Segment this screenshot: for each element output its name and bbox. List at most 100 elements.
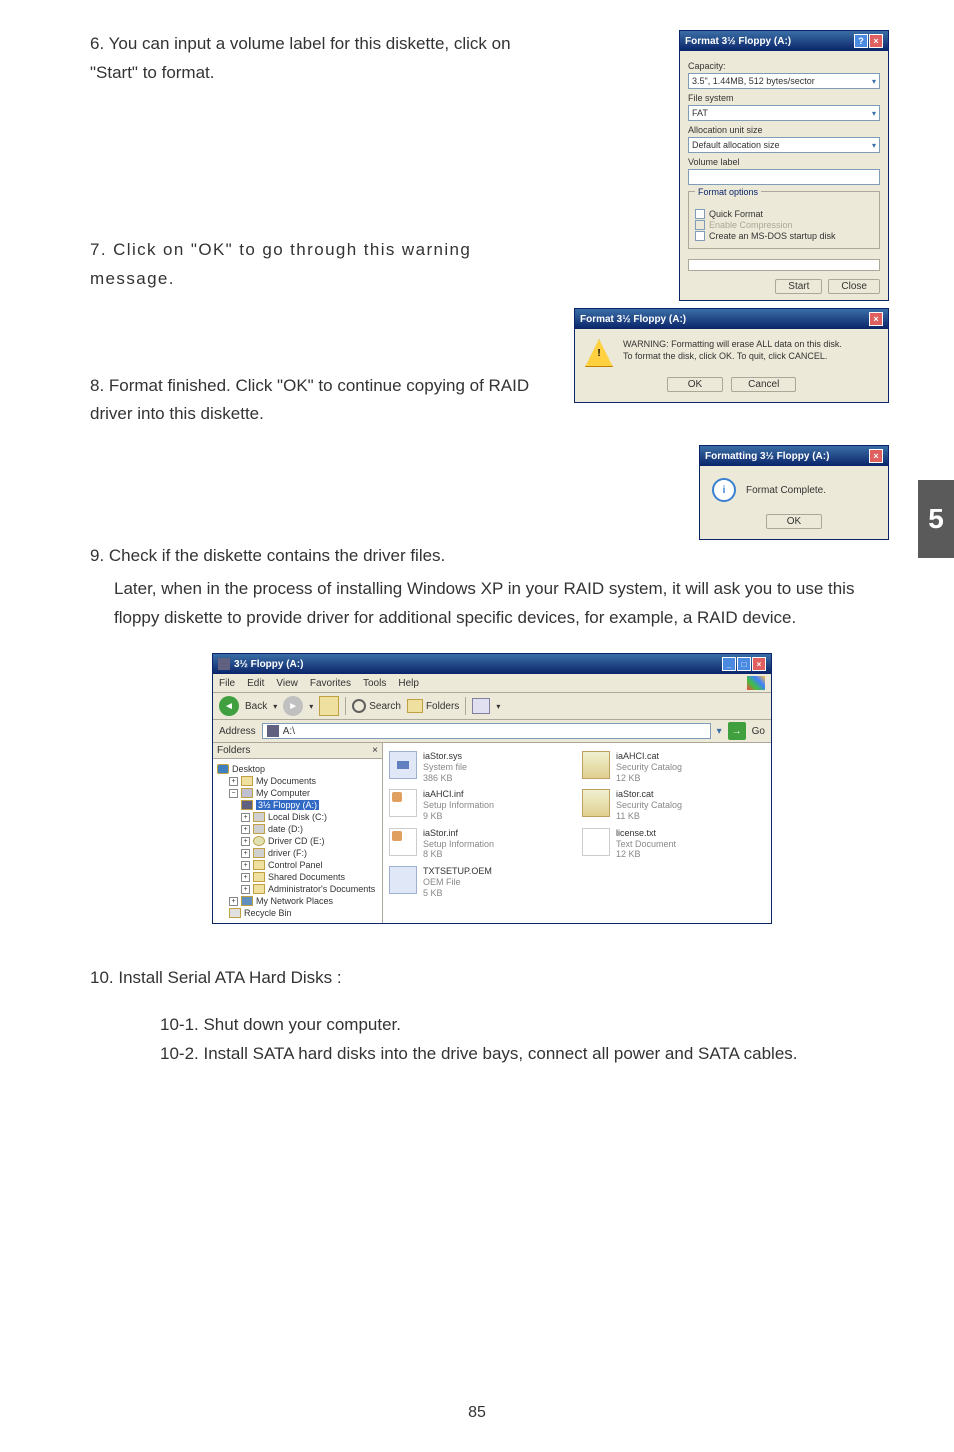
tree-header-label: Folders (217, 745, 250, 756)
file-item[interactable]: iaAHCI.inf Setup Information 9 KB (389, 789, 572, 821)
filesystem-combo[interactable]: FAT ▾ (688, 105, 880, 121)
views-button[interactable] (472, 698, 490, 714)
forward-button[interactable]: ► (283, 696, 303, 716)
complete-title-bar[interactable]: Formatting 3½ Floppy (A:) × (700, 446, 888, 466)
file-type: Setup Information (423, 800, 494, 811)
close-button[interactable]: Close (828, 279, 880, 294)
computer-icon (241, 788, 253, 798)
file-type: Security Catalog (616, 762, 682, 773)
up-button[interactable] (319, 696, 339, 716)
step-10-1: 10-1. Shut down your computer. (90, 1011, 894, 1040)
folder-icon (253, 872, 265, 882)
step-7: 7. Click on "OK" to go through this warn… (90, 236, 520, 294)
format-dialog-title-bar[interactable]: Format 3½ Floppy (A:) ? × (680, 31, 888, 51)
step-10: 10. Install Serial ATA Hard Disks : (90, 964, 894, 993)
file-size: 8 KB (423, 849, 494, 860)
expand-icon[interactable]: + (241, 861, 250, 870)
file-item[interactable]: iaStor.sys System file 386 KB (389, 751, 572, 783)
expand-icon[interactable]: + (229, 897, 238, 906)
tree-network[interactable]: +My Network Places (217, 895, 378, 907)
file-size: 386 KB (423, 773, 467, 784)
menu-help[interactable]: Help (398, 678, 419, 689)
file-item[interactable]: TXTSETUP.OEM OEM File 5 KB (389, 866, 572, 898)
file-icon (582, 828, 610, 856)
tree-floppy[interactable]: 3½ Floppy (A:) (217, 799, 378, 811)
expand-icon[interactable]: + (241, 873, 250, 882)
volume-label-input[interactable] (688, 169, 880, 185)
collapse-icon[interactable]: − (229, 789, 238, 798)
chevron-down-icon[interactable]: ▾ (496, 702, 500, 711)
quick-format-check[interactable]: Quick Format (695, 209, 873, 219)
tree-cp[interactable]: +Control Panel (217, 859, 378, 871)
chevron-down-icon[interactable]: ▾ (273, 702, 277, 711)
search-icon (352, 699, 366, 713)
search-button[interactable]: Search (352, 699, 401, 713)
menu-view[interactable]: View (276, 678, 298, 689)
msdos-check[interactable]: Create an MS-DOS startup disk (695, 231, 873, 241)
disk-icon (253, 824, 265, 834)
explorer-title-bar[interactable]: 3½ Floppy (A:) _ □ × (213, 654, 771, 674)
tree-diskd[interactable]: +date (D:) (217, 823, 378, 835)
close-icon[interactable]: × (869, 34, 883, 48)
warning-title-bar[interactable]: Format 3½ Floppy (A:) × (575, 309, 888, 329)
warning-dialog: Format 3½ Floppy (A:) × ! WARNING: Forma… (574, 308, 889, 403)
file-name: iaStor.inf (423, 828, 494, 839)
tree-recycle[interactable]: Recycle Bin (217, 907, 378, 919)
folder-tree: Folders × Desktop +My Documents −My Comp… (213, 743, 383, 923)
info-icon: i (712, 478, 736, 502)
chevron-down-icon[interactable]: ▾ (309, 702, 313, 711)
warning-text: WARNING: Formatting will erase ALL data … (623, 339, 842, 362)
alloc-combo[interactable]: Default allocation size ▾ (688, 137, 880, 153)
chevron-down-icon[interactable]: ▾ (717, 726, 722, 737)
tree-diskc[interactable]: +Local Disk (C:) (217, 811, 378, 823)
back-button[interactable]: ◄ (219, 696, 239, 716)
tree-admin[interactable]: +Administrator's Documents (217, 883, 378, 895)
file-name: iaAHCI.inf (423, 789, 494, 800)
floppy-icon (218, 658, 230, 670)
file-item[interactable]: iaAHCI.cat Security Catalog 12 KB (582, 751, 765, 783)
help-icon[interactable]: ? (854, 34, 868, 48)
tree-driverf[interactable]: +driver (F:) (217, 847, 378, 859)
expand-icon[interactable]: + (229, 777, 238, 786)
go-button[interactable]: → (728, 722, 746, 740)
maximize-icon[interactable]: □ (737, 657, 751, 671)
menu-favorites[interactable]: Favorites (310, 678, 351, 689)
capacity-combo[interactable]: 3.5", 1.44MB, 512 bytes/sector ▾ (688, 73, 880, 89)
cancel-button[interactable]: Cancel (731, 377, 796, 392)
file-item[interactable]: license.txt Text Document 12 KB (582, 828, 765, 860)
tree-close-icon[interactable]: × (372, 745, 378, 756)
address-input[interactable]: A:\ (262, 723, 711, 739)
tree-desktop[interactable]: Desktop (217, 763, 378, 775)
warning-title: Format 3½ Floppy (A:) (580, 314, 686, 325)
file-name: TXTSETUP.OEM (423, 866, 492, 877)
desktop-icon (217, 764, 229, 774)
close-icon[interactable]: × (752, 657, 766, 671)
menu-tools[interactable]: Tools (363, 678, 386, 689)
step-6: 6. You can input a volume label for this… (90, 30, 560, 88)
expand-icon[interactable]: + (241, 849, 250, 858)
file-icon (389, 866, 417, 894)
file-item[interactable]: iaStor.inf Setup Information 8 KB (389, 828, 572, 860)
expand-icon[interactable]: + (241, 813, 250, 822)
file-item[interactable]: iaStor.cat Security Catalog 11 KB (582, 789, 765, 821)
format-options-label: Format options (695, 187, 761, 197)
tree-mydocs[interactable]: +My Documents (217, 775, 378, 787)
tree-cd[interactable]: +Driver CD (E:) (217, 835, 378, 847)
folders-button[interactable]: Folders (407, 699, 459, 713)
tree-shared[interactable]: +Shared Documents (217, 871, 378, 883)
expand-icon[interactable]: + (241, 885, 250, 894)
expand-icon[interactable]: + (241, 837, 250, 846)
close-icon[interactable]: × (869, 312, 883, 326)
ok-button[interactable]: OK (766, 514, 822, 529)
close-icon[interactable]: × (869, 449, 883, 463)
start-button[interactable]: Start (775, 279, 822, 294)
expand-icon[interactable]: + (241, 825, 250, 834)
minimize-icon[interactable]: _ (722, 657, 736, 671)
menu-file[interactable]: File (219, 678, 235, 689)
tree-mycomp[interactable]: −My Computer (217, 787, 378, 799)
file-name: iaStor.cat (616, 789, 682, 800)
step-9-b: Later, when in the process of installing… (90, 575, 894, 633)
ok-button[interactable]: OK (667, 377, 723, 392)
menu-edit[interactable]: Edit (247, 678, 264, 689)
file-name: iaStor.sys (423, 751, 467, 762)
